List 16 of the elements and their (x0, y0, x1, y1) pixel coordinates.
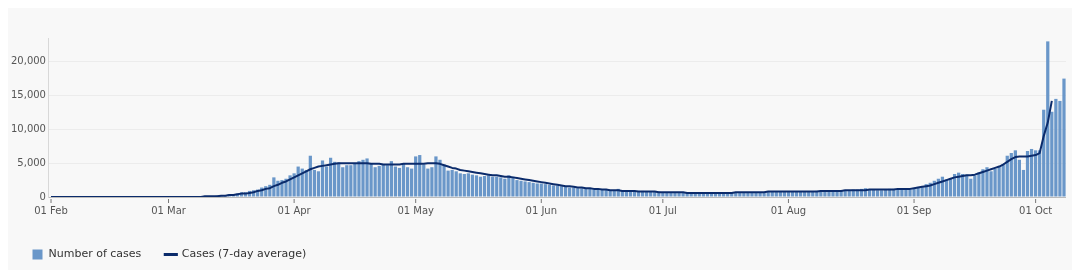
y-tick-label: 20,000 (10, 55, 46, 67)
y-tick-label: 15,000 (10, 89, 46, 101)
x-tick-label: 01 Sep (896, 204, 932, 216)
x-tick-label: 01 Jun (525, 204, 558, 216)
y-tick-label: 5,000 (17, 156, 46, 168)
legend-label: Number of cases (48, 247, 142, 261)
x-tick-label: 01 Aug (770, 204, 807, 216)
x-tick-label: 01 Jul (648, 204, 677, 216)
y-tick-label: 0 (39, 190, 46, 202)
y-tick-label: 10,000 (10, 122, 46, 134)
x-tick-label: 01 May (397, 204, 435, 216)
x-tick-label: 01 Apr (277, 204, 312, 216)
x-tick-label: 01 Mar (151, 204, 187, 216)
legend-label: Cases (7-day average) (181, 247, 307, 261)
x-tick-label: 01 Feb (34, 204, 68, 216)
x-tick-label: 01 Oct (1019, 204, 1053, 216)
